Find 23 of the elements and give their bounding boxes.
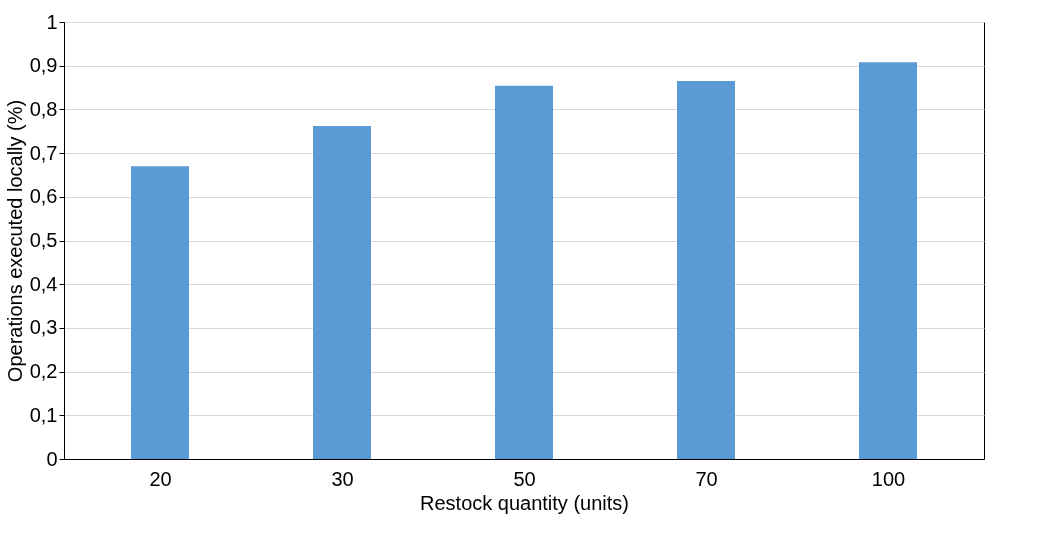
y-tick-label: 0,3 bbox=[29, 316, 58, 339]
y-tick-label: 0,5 bbox=[29, 229, 58, 251]
x-tick-label: 100 bbox=[871, 467, 906, 490]
bar bbox=[677, 81, 735, 459]
x-tick-label: 20 bbox=[149, 467, 172, 490]
x-tick-label: 30 bbox=[331, 467, 354, 490]
x-tick-label: 50 bbox=[513, 467, 536, 490]
y-tick-label: 0,8 bbox=[29, 97, 58, 120]
x-axis-title: Restock quantity (units) bbox=[420, 491, 629, 514]
y-tick-label: 0,6 bbox=[29, 185, 58, 208]
y-tick-label: 1 bbox=[46, 10, 58, 33]
x-tick-label: 70 bbox=[695, 467, 718, 490]
bar bbox=[131, 166, 189, 459]
y-tick-label: 0,4 bbox=[29, 272, 58, 295]
y-tick-label: 0,9 bbox=[29, 54, 58, 77]
y-tick-label: 0,1 bbox=[29, 403, 58, 426]
bar bbox=[313, 126, 371, 459]
bar bbox=[859, 62, 917, 459]
y-tick-label: 0,7 bbox=[29, 141, 58, 164]
y-tick-label: 0 bbox=[46, 447, 58, 470]
bar bbox=[495, 85, 553, 459]
y-tick-label: 0,2 bbox=[29, 360, 58, 383]
y-axis-title: Operations executed locally (%) bbox=[3, 99, 26, 383]
